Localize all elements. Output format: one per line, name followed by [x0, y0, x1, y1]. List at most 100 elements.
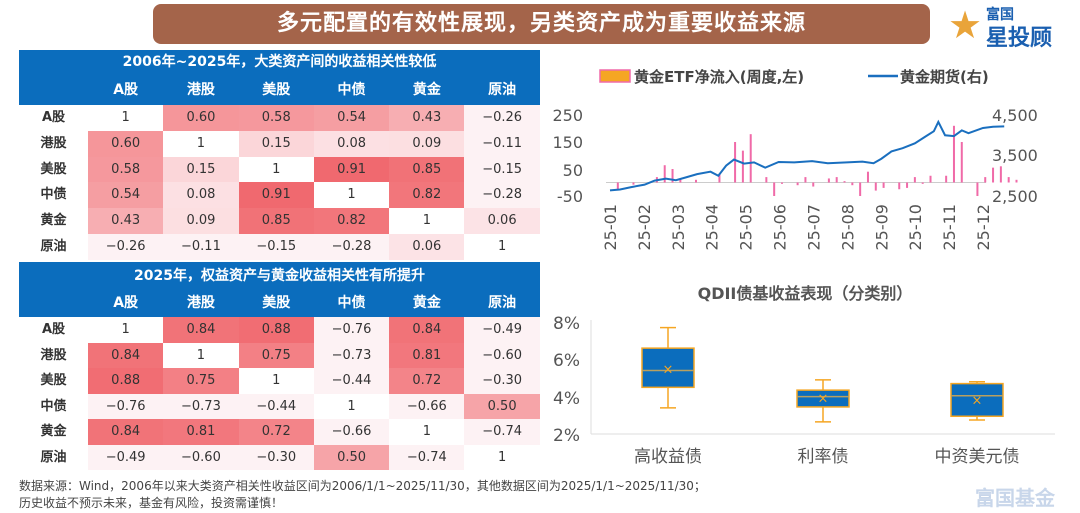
table-cell: 0.50	[313, 444, 390, 470]
table-cell: 1	[88, 317, 164, 343]
logo-line1: 富国	[986, 7, 1014, 23]
table-title: 2006年~2025年，大类资产间的收益相关性较低	[19, 50, 540, 75]
table-cell: 0.15	[163, 156, 239, 183]
row-label: 港股	[40, 135, 67, 151]
etf-flow-bar	[694, 179, 697, 183]
column-header: A股	[113, 82, 139, 98]
table-row: 美股 0.58 0.15 1 0.91 0.85 −0.15	[19, 156, 540, 183]
x-axis-tick: 25-11	[940, 204, 959, 251]
etf-flow-bar	[992, 167, 995, 183]
etf-flow-bar	[616, 182, 619, 190]
table-row: 黄金 0.84 0.81 0.72 −0.66 1 −0.74	[19, 419, 540, 445]
column-header: 黄金	[412, 82, 441, 98]
mean-marker: ×	[818, 392, 829, 407]
correlation-table-2006-2025: 2006年~2025年，大类资产间的收益相关性较低 A股 港股 美股 中债 黄金 原油 A股 1…	[19, 50, 540, 260]
table-cell: −0.60	[163, 444, 239, 470]
etf-flow-bar	[859, 182, 862, 196]
etf-flow-bar	[906, 182, 909, 188]
etf-flow-bar	[976, 182, 979, 196]
x-axis-tick: 25-12	[974, 204, 993, 251]
table-cell: 1	[389, 419, 465, 445]
table-cell: 0.08	[313, 130, 390, 157]
etf-flow-bar	[1007, 177, 1010, 183]
table-cell: 0.85	[238, 208, 314, 234]
etf-flow-bar	[679, 178, 682, 183]
footer-source: 数据来源：Wind，2006年以来大类资产相关性收益区间为2006/1/1~20…	[19, 479, 706, 493]
table-cell: 0.91	[313, 156, 390, 183]
table-cell: −0.28	[464, 182, 540, 209]
gold-etf-flow-chart: 黄金ETF净流入(周度,左) 黄金期货(右) 250 150 50 -50 4,500 3,5…	[552, 68, 1038, 251]
etf-flow-bar	[765, 177, 768, 183]
etf-flow-bar	[632, 182, 635, 185]
table-cell: −0.74	[389, 444, 465, 470]
table-cell: 0.43	[88, 208, 164, 234]
table-cell: 0.75	[238, 342, 314, 368]
etf-flow-bar	[866, 171, 869, 183]
table-cell: 0.75	[163, 368, 239, 394]
right-axis-tick: 3,500	[992, 146, 1038, 165]
table-row: 原油 −0.26 −0.11 −0.15 −0.28 0.06 1	[19, 233, 540, 260]
table-row: 黄金 0.43 0.09 0.85 0.82 1 0.06	[19, 208, 540, 234]
legend-label-etf-flow: 黄金ETF净流入(周度,左)	[634, 68, 804, 86]
table-row: 港股 0.60 1 0.15 0.08 0.09 −0.11	[19, 130, 540, 157]
table-cell: 1	[163, 342, 239, 368]
etf-flow-bar	[929, 175, 932, 183]
table-cell: −0.44	[313, 368, 390, 394]
right-axis-tick: 2,500	[992, 187, 1038, 206]
etf-flow-bar	[812, 182, 815, 187]
column-header: 原油	[488, 82, 517, 98]
table-cell: 0.06	[389, 233, 465, 260]
page-title-banner: 多元配置的有效性展现，另类资产成为重要收益来源	[153, 4, 930, 44]
table-cell: 0.82	[313, 208, 390, 234]
table-row: A股 1 0.60 0.58 0.54 0.43 −0.26	[19, 105, 540, 131]
table-cell: −0.60	[464, 342, 540, 368]
table-row: 中债 −0.76 −0.73 −0.44 1 −0.66 0.50	[19, 393, 540, 419]
table-cell: 0.72	[389, 368, 465, 394]
etf-flow-bar	[734, 142, 737, 183]
table-cell: 1	[163, 130, 239, 157]
etf-flow-bar	[796, 182, 799, 186]
table-cell: 0.08	[163, 182, 239, 209]
etf-flow-bar	[773, 182, 776, 196]
table-cell: 0.88	[238, 317, 314, 343]
etf-flow-bar	[952, 125, 955, 183]
etf-flow-bar	[827, 178, 830, 183]
x-axis-tick: 25-08	[838, 204, 857, 251]
table-cell: 0.09	[163, 208, 239, 234]
y-axis-tick: 8%	[553, 314, 580, 334]
etf-flow-bar	[749, 134, 752, 183]
row-label: A股	[41, 322, 66, 337]
column-header: 黄金	[412, 295, 441, 311]
table-row: A股 1 0.84 0.88 −0.76 0.84 −0.49	[19, 317, 540, 343]
table-row: 中债 0.54 0.08 0.91 1 0.82 −0.28	[19, 182, 540, 209]
table-cell: −0.49	[464, 317, 540, 343]
logo: ★ 富国 星投顾	[948, 4, 1068, 51]
x-axis-tick: 25-04	[703, 204, 722, 251]
watermark: 富国基金	[975, 486, 1056, 510]
table-cell: 0.88	[88, 368, 164, 394]
etf-flow-bar	[663, 165, 666, 183]
column-header: 美股	[262, 295, 291, 311]
table-cell: −0.76	[88, 393, 164, 419]
table-cell: 1	[389, 208, 465, 234]
etf-flow-bar	[780, 182, 783, 184]
table-cell: 1	[313, 182, 390, 209]
column-header: 原油	[488, 295, 517, 311]
table-cell: −0.74	[464, 419, 540, 445]
left-axis-tick: -50	[557, 187, 583, 206]
row-label: 中债	[40, 398, 67, 414]
table-cell: 0.54	[88, 182, 164, 209]
left-axis-tick: 50	[563, 161, 583, 180]
table-cell: −0.30	[464, 368, 540, 394]
row-label: 原油	[40, 238, 67, 254]
left-axis-tick: 150	[552, 133, 583, 152]
table-cell: −0.44	[238, 393, 314, 419]
etf-flow-bar	[804, 177, 807, 183]
table-cell: 0.60	[163, 105, 239, 131]
table-cell: 0.09	[389, 130, 465, 157]
etf-flow-bar	[671, 169, 674, 183]
row-label: 黄金	[40, 424, 67, 439]
column-header: 港股	[186, 82, 215, 98]
table-cell: 1	[238, 156, 314, 183]
table-cell: 0.82	[389, 182, 465, 209]
